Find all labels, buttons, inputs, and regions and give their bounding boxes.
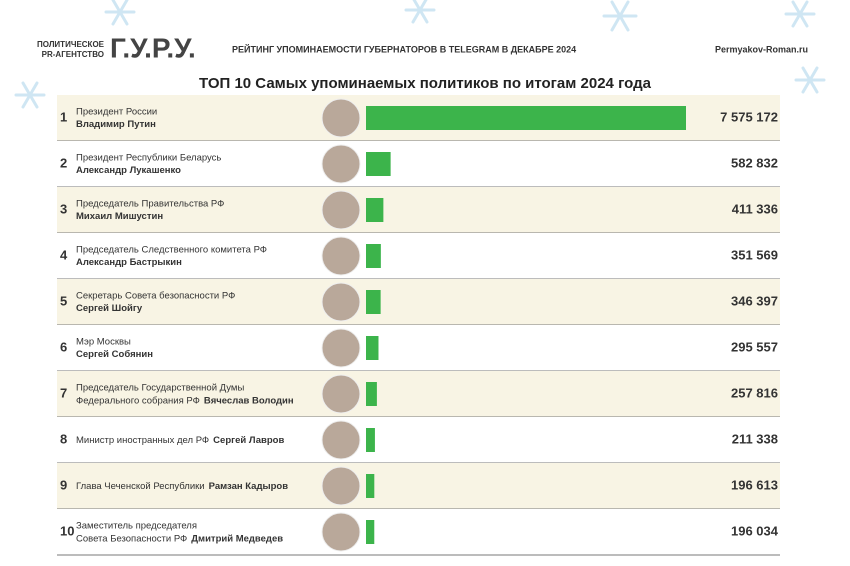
snowflake (794, 66, 826, 94)
value-label: 257 816 (731, 385, 778, 400)
value-label: 346 397 (731, 293, 778, 308)
rank: 3 (60, 201, 67, 216)
person-name: Михаил Мишустин (76, 211, 163, 222)
role: Глава Чеченской Республики Рамзан Кадыров (76, 481, 288, 492)
row-background (57, 509, 780, 555)
rank: 5 (60, 293, 67, 308)
bar (366, 198, 384, 222)
bar (366, 474, 375, 498)
bar (366, 336, 379, 360)
photo (321, 190, 361, 230)
person-name: Сергей Собянин (76, 349, 153, 360)
person-name: Сергей Лавров (213, 435, 284, 446)
role: Секретарь Совета безопасности РФ (76, 290, 235, 301)
role: Федерального собрания РФ Вячеслав Володин (76, 395, 294, 406)
row-background (57, 325, 780, 371)
snowflake (784, 0, 816, 28)
row-background (57, 417, 780, 463)
role-text: Председатель Правительства РФ (76, 198, 224, 209)
photo (321, 420, 361, 460)
role: Министр иностранных дел РФ Сергей Лавров (76, 435, 284, 446)
bar (366, 290, 381, 314)
person-name: Дмитрий Медведев (191, 533, 283, 544)
role-text: Председатель Государственной Думы (76, 382, 244, 393)
bar (366, 152, 391, 176)
row-background (57, 463, 780, 509)
rank: 7 (60, 385, 67, 400)
role-text: Президент России (76, 106, 157, 117)
rank: 9 (60, 477, 67, 492)
value-label: 196 034 (731, 523, 779, 538)
person-name: Александр Лукашенко (76, 165, 181, 176)
rank: 8 (60, 431, 67, 446)
value-label: 582 832 (731, 155, 778, 170)
role-text: Федерального собрания РФ (76, 395, 200, 406)
photo (321, 374, 361, 414)
role-text: Председатель Следственного комитета РФ (76, 244, 267, 255)
role-text: Совета Безопасности РФ (76, 533, 187, 544)
role-text: Секретарь Совета безопасности РФ (76, 290, 235, 301)
role: Президент Республики Беларусь (76, 152, 221, 163)
snowflake (404, 0, 436, 24)
role: Заместитель председателя (76, 520, 197, 531)
bar (366, 520, 375, 544)
snowflake (104, 0, 136, 26)
bar (366, 244, 381, 268)
person-name: Сергей Шойгу (76, 303, 143, 314)
row-background (57, 233, 780, 279)
rank: 6 (60, 339, 67, 354)
value-label: 211 338 (732, 431, 778, 446)
photo (321, 512, 361, 552)
rank: 4 (60, 247, 68, 262)
role-text: Мэр Москвы (76, 336, 131, 347)
snowflake (14, 81, 46, 109)
value-label: 295 557 (731, 339, 778, 354)
role: Председатель Правительства РФ (76, 198, 224, 209)
rank: 1 (60, 109, 67, 124)
rank: 10 (60, 523, 74, 538)
value-label: 411 336 (732, 201, 778, 216)
bar (366, 428, 375, 452)
role: Мэр Москвы (76, 336, 131, 347)
person-name: Рамзан Кадыров (209, 481, 289, 492)
person-name: Вячеслав Володин (204, 395, 294, 406)
chart-title: ТОП 10 Самых упоминаемых политиков по ит… (199, 75, 652, 92)
subtitle: РЕЙТИНГ УПОМИНАЕМОСТИ ГУБЕРНАТОРОВ В TEL… (232, 43, 576, 54)
row-background (57, 279, 780, 325)
role-text: Президент Республики Беларусь (76, 152, 221, 163)
agency-label: ПОЛИТИЧЕСКОЕ (37, 40, 105, 49)
role-text: Глава Чеченской Республики (76, 481, 205, 492)
photo (321, 144, 361, 184)
rank: 2 (60, 155, 67, 170)
brand: Г.У.Р.У. (110, 32, 196, 63)
role: Президент России (76, 106, 157, 117)
person-name: Александр Бастрыкин (76, 257, 182, 268)
row-background (57, 187, 780, 233)
role: Совета Безопасности РФ Дмитрий Медведев (76, 533, 283, 544)
site: Permyakov-Roman.ru (715, 44, 808, 54)
person-name: Владимир Путин (76, 119, 156, 130)
value-label: 7 575 172 (720, 109, 778, 124)
role: Председатель Следственного комитета РФ (76, 244, 267, 255)
snowflake (602, 0, 638, 32)
role: Председатель Государственной Думы (76, 382, 244, 393)
photo (321, 282, 361, 322)
value-label: 351 569 (731, 247, 778, 262)
value-label: 196 613 (731, 477, 778, 492)
photo (321, 98, 361, 138)
photo (321, 328, 361, 368)
role-text: Заместитель председателя (76, 520, 197, 531)
row-background (57, 371, 780, 417)
agency-label: PR-АГЕНТСТВО (42, 50, 104, 59)
bar (366, 382, 377, 406)
bar (366, 106, 686, 130)
photo (321, 466, 361, 506)
role-text: Министр иностранных дел РФ (76, 435, 209, 446)
photo (321, 236, 361, 276)
row-background (57, 141, 780, 187)
